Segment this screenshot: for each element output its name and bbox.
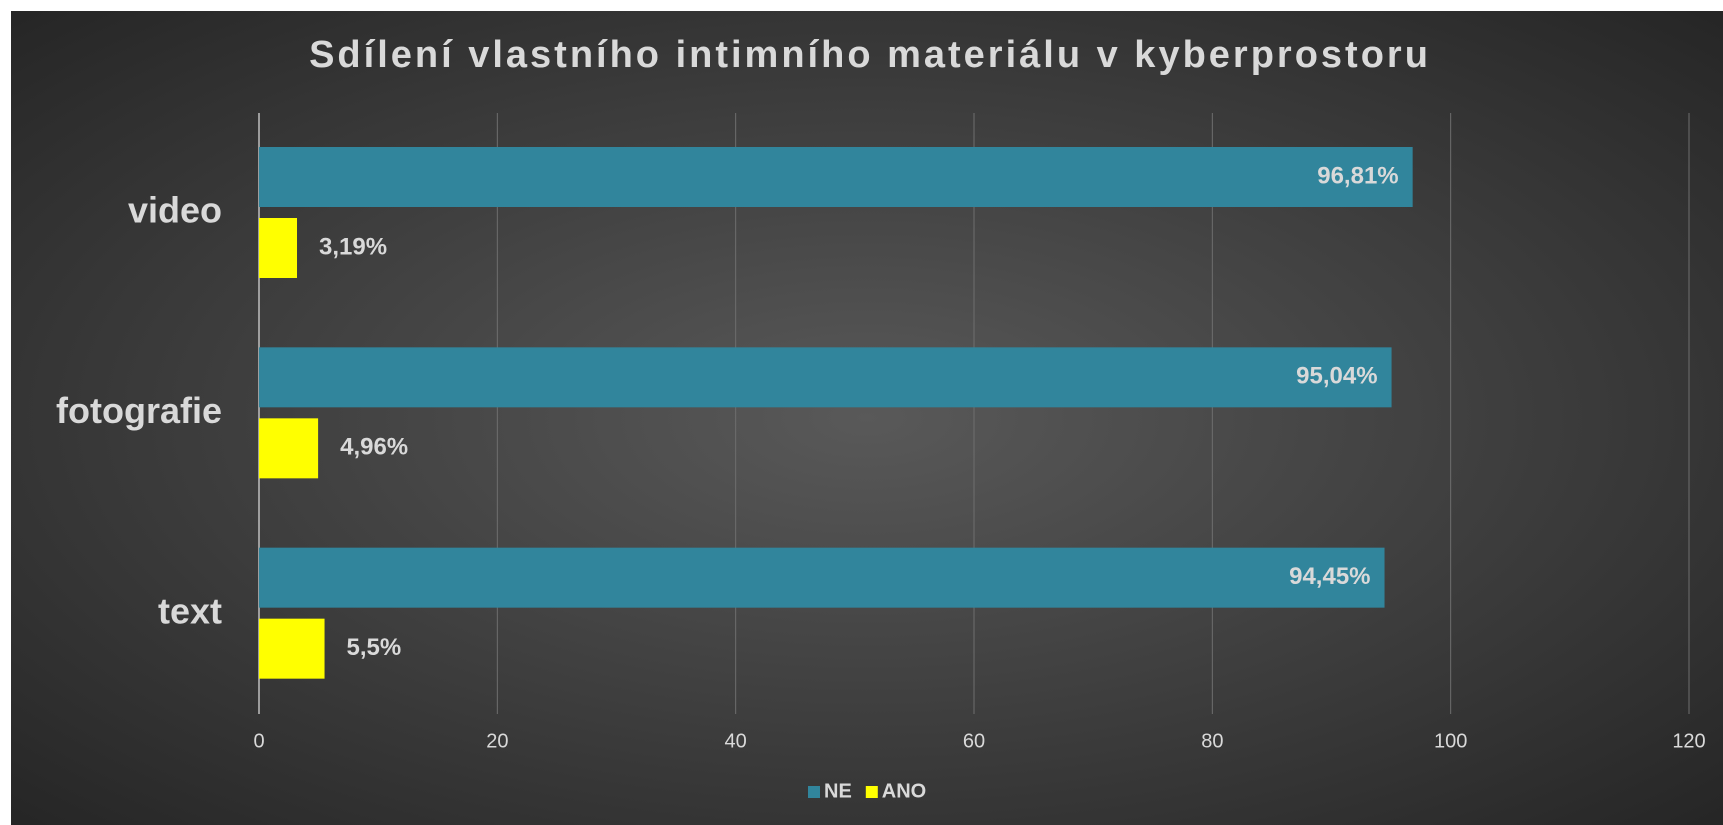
- x-tick-label: 0: [253, 730, 264, 752]
- x-tick-label: 60: [963, 730, 985, 752]
- legend-swatch: [808, 786, 820, 798]
- bar: [259, 547, 1385, 608]
- chart-title: Sdílení vlastního intimního materiálu v …: [309, 34, 1431, 76]
- y-tick-label: video: [128, 190, 222, 231]
- x-tick-label: 100: [1434, 730, 1467, 752]
- data-label: 3,19%: [319, 233, 387, 260]
- x-tick-label: 80: [1201, 730, 1223, 752]
- data-label: 5,5%: [347, 634, 402, 661]
- y-tick-label: text: [158, 590, 222, 631]
- bar: [259, 618, 325, 679]
- data-label: 4,96%: [340, 434, 408, 461]
- legend-swatch: [865, 786, 878, 798]
- x-tick-label: 40: [725, 730, 747, 752]
- chart-background: [11, 11, 1723, 825]
- y-tick-label: fotografie: [56, 390, 222, 431]
- bar: [259, 147, 1413, 207]
- legend-label: NE: [824, 780, 852, 802]
- data-label: 96,81%: [1317, 162, 1398, 189]
- x-tick-label: 120: [1672, 730, 1705, 752]
- bar: [259, 347, 1392, 408]
- data-label: 95,04%: [1296, 363, 1377, 390]
- legend-label: ANO: [882, 780, 926, 802]
- data-label: 94,45%: [1289, 563, 1370, 590]
- bar: [259, 418, 319, 479]
- x-tick-label: 20: [486, 730, 508, 752]
- bar: [259, 218, 298, 278]
